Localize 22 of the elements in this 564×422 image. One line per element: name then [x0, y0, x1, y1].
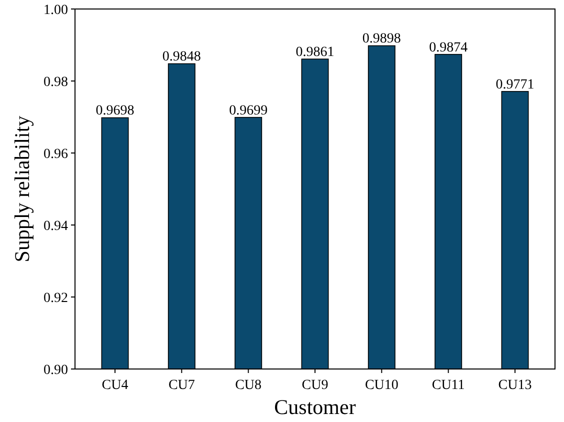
y-tick-label: 0.92 [44, 290, 68, 306]
y-tick-label: 0.96 [44, 146, 68, 162]
y-tick-label: 1.00 [44, 2, 68, 18]
data-label: 0.9874 [429, 40, 468, 56]
x-tick-label: CU13 [498, 378, 532, 393]
x-tick-label: CU10 [364, 378, 398, 393]
data-label: 0.9861 [296, 45, 334, 60]
data-label: 0.9698 [96, 104, 134, 119]
x-tick-label: CU4 [102, 378, 128, 393]
x-axis-title: Customer [274, 395, 356, 419]
data-label: 0.9848 [162, 50, 201, 65]
y-tick-label: 0.94 [44, 218, 68, 234]
x-tick-label: CU8 [235, 378, 262, 393]
data-label: 0.9771 [496, 77, 534, 92]
y-axis-title: Supply reliability [10, 115, 34, 262]
data-label: 0.9699 [229, 103, 268, 118]
x-tick-label: CU11 [432, 378, 465, 393]
y-tick-label: 0.90 [44, 362, 68, 378]
x-tick-label: CU9 [302, 378, 328, 393]
x-tick-label: CU7 [168, 378, 195, 393]
data-label: 0.9898 [362, 32, 401, 47]
y-tick-label: 0.98 [44, 74, 68, 90]
